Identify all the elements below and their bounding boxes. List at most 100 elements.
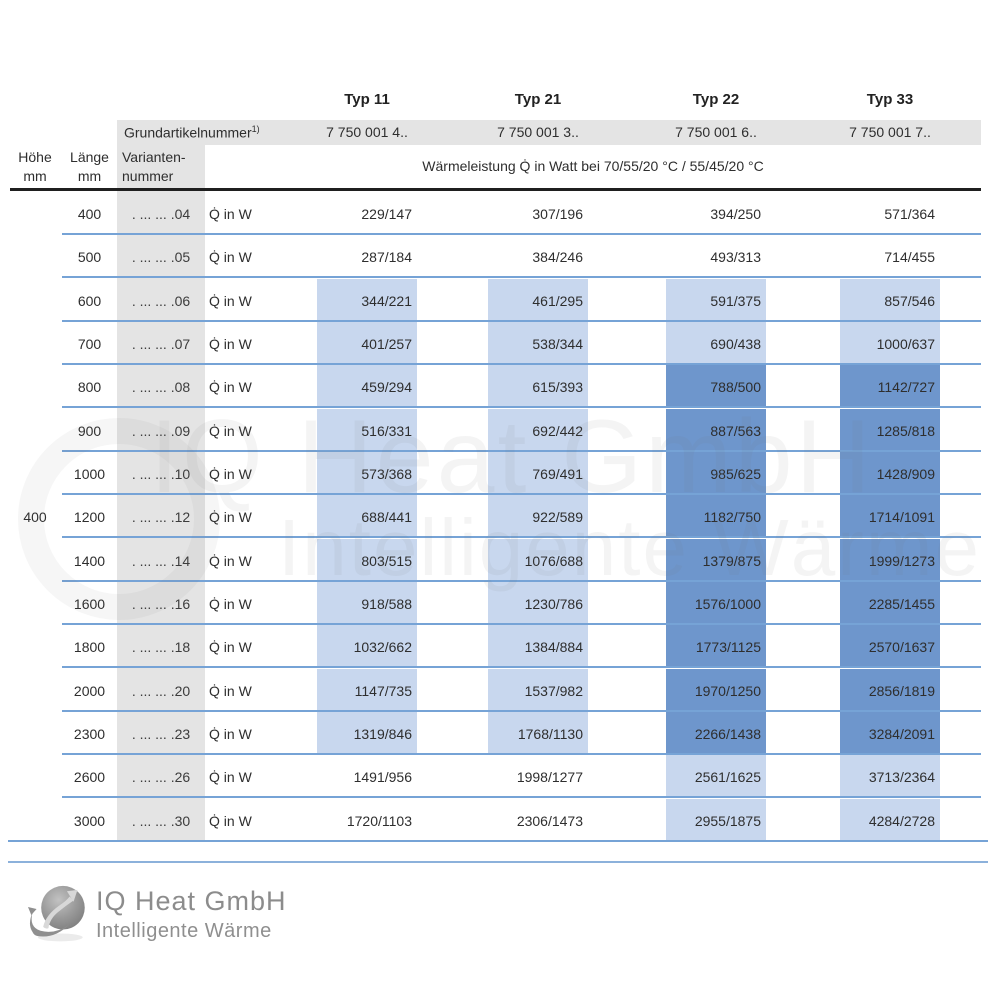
typ21-article-number: 7 750 001 3.. — [497, 124, 579, 140]
typ11-value: 573/368 — [317, 452, 417, 495]
q-unit-label: Q̇ in W — [209, 422, 252, 439]
typ22-value: 690/438 — [666, 322, 766, 365]
typ21-value: 615/393 — [488, 365, 588, 408]
length-value: 1000 — [73, 465, 106, 482]
typ33-header: Typ 33 — [866, 91, 914, 108]
table-row: 600 . ... ... .06 Q̇ in W 344/221 461/29… — [0, 279, 1000, 322]
table-row: 3000 . ... ... .30 Q̇ in W 1720/1103 230… — [0, 799, 1000, 842]
typ22-article-number: 7 750 001 6.. — [675, 124, 757, 140]
row-divider — [62, 493, 981, 495]
typ11-value: 287/184 — [361, 248, 412, 265]
variant-value: . ... ... .14 — [131, 552, 191, 569]
length-value: 500 — [77, 248, 102, 265]
row-divider — [62, 623, 981, 625]
table-row: 2000 . ... ... .20 Q̇ in W 1147/735 1537… — [0, 669, 1000, 712]
typ33-value: 714/455 — [884, 248, 935, 265]
variant-value: . ... ... .16 — [131, 595, 191, 612]
typ21-value: 461/295 — [488, 279, 588, 322]
typ21-value: 922/589 — [488, 495, 588, 538]
typ21-value: 2306/1473 — [516, 812, 583, 829]
length-value: 1800 — [73, 638, 106, 655]
table-bottom-divider — [8, 840, 988, 842]
typ11-value: 229/147 — [361, 205, 412, 222]
length-value: 2300 — [73, 725, 106, 742]
table-row: 700 . ... ... .07 Q̇ in W 401/257 538/34… — [0, 322, 1000, 365]
typ33-article-number: 7 750 001 7.. — [849, 124, 931, 140]
length-value: 400 — [77, 205, 102, 222]
typ22-value: 493/313 — [710, 248, 761, 265]
length-value: 1600 — [73, 595, 106, 612]
typ22-value: 2561/1625 — [666, 755, 766, 798]
typ33-value: 1428/909 — [840, 452, 940, 495]
length-value: 600 — [77, 292, 102, 309]
article-number-band — [117, 120, 981, 145]
typ33-value: 857/546 — [840, 279, 940, 322]
company-name: IQ Heat GmbH — [96, 886, 287, 916]
row-divider — [62, 796, 981, 798]
typ22-value: 887/563 — [666, 409, 766, 452]
variant-value: . ... ... .07 — [131, 335, 191, 352]
typ21-value: 1537/982 — [488, 669, 588, 712]
laenge-column-header: Länge mm — [62, 148, 117, 186]
length-value: 1400 — [73, 552, 106, 569]
typ11-value: 1319/846 — [317, 712, 417, 755]
typ11-value: 516/331 — [317, 409, 417, 452]
typ22-value: 1970/1250 — [666, 669, 766, 712]
typ11-value: 803/515 — [317, 539, 417, 582]
company-tagline: Intelligente Wärme — [96, 920, 272, 942]
table-row: 900 . ... ... .09 Q̇ in W 516/331 692/44… — [0, 409, 1000, 452]
typ33-value: 1714/1091 — [840, 495, 940, 538]
variant-label-line1: Varianten- — [122, 149, 186, 165]
variant-value: . ... ... .18 — [131, 638, 191, 655]
row-divider — [62, 450, 981, 452]
typ33-value: 1142/727 — [840, 365, 940, 408]
typ22-value: 2955/1875 — [666, 799, 766, 842]
row-divider — [62, 320, 981, 322]
header-rule — [10, 188, 981, 191]
q-unit-label: Q̇ in W — [209, 248, 252, 265]
variant-value: . ... ... .20 — [131, 682, 191, 699]
typ33-value: 1285/818 — [840, 409, 940, 452]
typ21-value: 1768/1130 — [488, 712, 588, 755]
typ21-header: Typ 21 — [514, 91, 562, 108]
q-unit-label: Q̇ in W — [209, 725, 252, 742]
table-row: 400 . ... ... .04 Q̇ in W 229/147 307/19… — [0, 192, 1000, 235]
typ22-value: 788/500 — [666, 365, 766, 408]
q-unit-label: Q̇ in W — [209, 205, 252, 222]
q-unit-label: Q̇ in W — [209, 682, 252, 699]
variant-value: . ... ... .12 — [131, 508, 191, 525]
typ21-value: 384/246 — [532, 248, 583, 265]
length-value: 900 — [77, 422, 102, 439]
row-divider — [62, 710, 981, 712]
q-unit-label: Q̇ in W — [209, 378, 252, 395]
row-divider — [62, 666, 981, 668]
typ22-value: 1379/875 — [666, 539, 766, 582]
row-divider — [62, 276, 981, 278]
q-unit-label: Q̇ in W — [209, 638, 252, 655]
hoehe-label: Höhe — [18, 149, 52, 165]
typ33-value: 1000/637 — [840, 322, 940, 365]
hoehe-unit: mm — [23, 168, 47, 184]
length-value: 3000 — [73, 812, 106, 829]
typ11-value: 401/257 — [317, 322, 417, 365]
variant-value: . ... ... .06 — [131, 292, 191, 309]
variant-value: . ... ... .30 — [131, 812, 191, 829]
footnote-mark: 1) — [251, 124, 260, 134]
typ33-value: 3713/2364 — [840, 755, 940, 798]
length-value: 1200 — [73, 508, 106, 525]
q-unit-label: Q̇ in W — [209, 292, 252, 309]
typ21-value: 1076/688 — [488, 539, 588, 582]
variant-value: . ... ... .26 — [131, 768, 191, 785]
q-unit-label: Q̇ in W — [209, 508, 252, 525]
q-unit-label: Q̇ in W — [209, 812, 252, 829]
variant-value: . ... ... .23 — [131, 725, 191, 742]
variant-column-header: Varianten- nummer — [122, 148, 205, 186]
article-number-label: Grundartikelnummer1) — [124, 124, 260, 141]
table-row: 1400 . ... ... .14 Q̇ in W 803/515 1076/… — [0, 539, 1000, 582]
typ21-value: 769/491 — [488, 452, 588, 495]
table-row: 800 . ... ... .08 Q̇ in W 459/294 615/39… — [0, 365, 1000, 408]
length-value: 2000 — [73, 682, 106, 699]
typ22-header: Typ 22 — [692, 91, 740, 108]
q-unit-label: Q̇ in W — [209, 465, 252, 482]
